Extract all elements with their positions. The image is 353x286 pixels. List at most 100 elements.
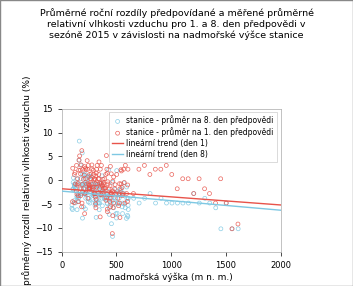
stanice - průměr na 1. den předpovědi [88, 177, 94, 181]
stanice - průměr na 8. den předpovědi [95, 183, 101, 188]
stanice - průměr na 8. den předpovědi [105, 194, 110, 199]
stanice - průměr na 1. den předpovědi [125, 167, 131, 172]
stanice - průměr na 8. den předpovědi [85, 186, 91, 191]
stanice - průměr na 1. den předpovědi [125, 183, 131, 187]
stanice - průměr na 8. den předpovědi [80, 182, 86, 186]
stanice - průměr na 1. den předpovědi [86, 186, 92, 190]
stanice - průměr na 1. den předpovědi [82, 164, 87, 169]
stanice - průměr na 1. den předpovědi [82, 191, 88, 196]
stanice - průměr na 8. den předpovědi [207, 201, 213, 205]
stanice - průměr na 1. den předpovědi [94, 185, 100, 190]
stanice - průměr na 1. den předpovědi [74, 163, 79, 168]
stanice - průměr na 1. den předpovědi [121, 167, 126, 172]
stanice - průměr na 1. den předpovědi [96, 172, 102, 177]
stanice - průměr na 1. den předpovědi [77, 186, 83, 191]
stanice - průměr na 8. den předpovědi [85, 175, 90, 180]
stanice - průměr na 1. den předpovědi [235, 222, 241, 226]
stanice - průměr na 8. den předpovědi [175, 201, 180, 205]
stanice - průměr na 8. den předpovědi [114, 191, 120, 196]
stanice - průměr na 8. den předpovědi [202, 196, 208, 200]
stanice - průměr na 8. den předpovědi [111, 206, 116, 210]
stanice - průměr na 8. den předpovědi [119, 204, 125, 209]
stanice - průměr na 8. den předpovědi [86, 174, 92, 179]
stanice - průměr na 1. den předpovědi [92, 191, 98, 196]
stanice - průměr na 1. den předpovědi [158, 167, 164, 172]
stanice - průměr na 1. den předpovědi [74, 192, 80, 196]
stanice - průměr na 1. den předpovědi [79, 148, 85, 153]
stanice - průměr na 1. den předpovědi [117, 181, 122, 186]
stanice - průměr na 8. den předpovědi [103, 191, 109, 196]
stanice - průměr na 8. den předpovědi [117, 193, 122, 198]
stanice - průměr na 8. den předpovědi [93, 200, 99, 205]
stanice - průměr na 1. den předpovědi [100, 183, 106, 188]
stanice - průměr na 1. den předpovědi [202, 186, 208, 191]
stanice - průměr na 8. den předpovědi [124, 216, 129, 221]
stanice - průměr na 8. den předpovědi [112, 201, 118, 205]
stanice - průměr na 8. den předpovědi [107, 206, 112, 210]
stanice - průměr na 1. den předpovědi [122, 163, 128, 168]
stanice - průměr na 8. den předpovědi [119, 186, 124, 191]
stanice - průměr na 8. den předpovědi [186, 201, 191, 205]
stanice - průměr na 8. den předpovědi [116, 196, 122, 200]
stanice - průměr na 1. den předpovědi [82, 173, 87, 177]
stanice - průměr na 8. den předpovědi [97, 182, 103, 186]
stanice - průměr na 1. den předpovědi [96, 160, 102, 164]
stanice - průměr na 8. den předpovědi [74, 207, 80, 212]
stanice - průměr na 8. den předpovědi [223, 201, 229, 205]
stanice - průměr na 8. den předpovědi [85, 200, 91, 204]
stanice - průměr na 8. den předpovědi [71, 182, 77, 187]
stanice - průměr na 1. den předpovědi [218, 176, 223, 181]
stanice - průměr na 1. den předpovědi [76, 181, 81, 186]
stanice - průměr na 1. den předpovědi [163, 163, 169, 168]
stanice - průměr na 1. den předpovědi [88, 182, 94, 186]
stanice - průměr na 1. den předpovědi [87, 172, 92, 177]
stanice - průměr na 1. den předpovědi [207, 191, 213, 196]
stanice - průměr na 8. den předpovědi [84, 180, 90, 184]
stanice - průměr na 1. den předpovědi [106, 186, 112, 191]
stanice - průměr na 1. den předpovědi [83, 166, 88, 170]
stanice - průměr na 1. den předpovědi [94, 167, 100, 172]
stanice - průměr na 8. den předpovědi [88, 191, 94, 196]
stanice - průměr na 8. den předpovědi [81, 182, 87, 186]
stanice - průměr na 1. den předpovědi [90, 186, 95, 191]
stanice - průměr na 1. den předpovědi [86, 183, 92, 188]
stanice - průměr na 1. den předpovědi [93, 197, 99, 202]
stanice - průměr na 8. den předpovědi [218, 227, 224, 231]
stanice - průměr na 1. den předpovědi [91, 172, 97, 177]
stanice - průměr na 8. den předpovědi [121, 202, 127, 206]
stanice - průměr na 1. den předpovědi [83, 167, 89, 172]
stanice - průměr na 8. den předpovědi [109, 198, 115, 203]
stanice - průměr na 1. den předpovědi [101, 186, 107, 190]
stanice - průměr na 8. den předpovědi [70, 186, 76, 191]
stanice - průměr na 8. den předpovědi [86, 186, 92, 191]
stanice - průměr na 8. den předpovědi [69, 203, 75, 207]
stanice - průměr na 8. den předpovědi [118, 188, 124, 192]
stanice - průměr na 1. den předpovědi [108, 204, 113, 209]
stanice - průměr na 1. den předpovědi [109, 231, 115, 236]
stanice - průměr na 8. den předpovědi [100, 186, 106, 191]
stanice - průměr na 1. den předpovědi [108, 164, 113, 169]
stanice - průměr na 8. den předpovědi [124, 196, 130, 200]
stanice - průměr na 8. den předpovědi [113, 187, 118, 192]
stanice - průměr na 1. den předpovědi [85, 181, 91, 186]
stanice - průměr na 1. den předpovědi [70, 199, 76, 204]
stanice - průměr na 1. den předpovědi [71, 200, 77, 205]
stanice - průměr na 8. den předpovědi [105, 192, 110, 197]
stanice - průměr na 1. den předpovědi [89, 167, 95, 171]
stanice - průměr na 1. den předpovědi [93, 202, 98, 206]
stanice - průměr na 8. den předpovědi [78, 176, 84, 181]
stanice - průměr na 1. den předpovědi [119, 169, 124, 173]
stanice - průměr na 8. den předpovědi [113, 212, 119, 216]
stanice - průměr na 1. den předpovědi [98, 181, 104, 186]
stanice - průměr na 1. den předpovědi [111, 175, 116, 179]
stanice - průměr na 8. den předpovědi [79, 182, 85, 187]
stanice - průměr na 1. den předpovědi [84, 158, 90, 163]
stanice - průměr na 8. den předpovědi [121, 180, 127, 185]
stanice - průměr na 1. den předpovědi [89, 163, 95, 167]
stanice - průměr na 1. den předpovědi [120, 191, 125, 196]
stanice - průměr na 1. den předpovědi [93, 182, 99, 186]
stanice - průměr na 1. den předpovědi [104, 192, 110, 196]
stanice - průměr na 8. den předpovědi [81, 186, 86, 191]
stanice - průměr na 1. den předpovědi [80, 190, 85, 194]
stanice - průměr na 8. den předpovědi [79, 191, 85, 196]
